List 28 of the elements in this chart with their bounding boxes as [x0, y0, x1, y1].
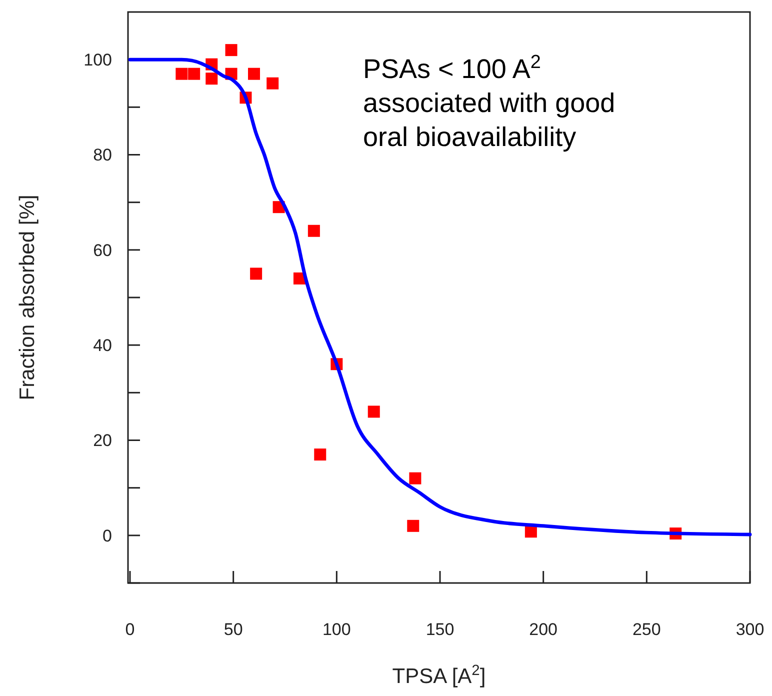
x-tick-label: 0	[125, 620, 135, 639]
y-tick-label: 20	[93, 431, 112, 450]
annotation: PSAs < 100 A$^{2}$ associated with good oral bioavailability	[363, 52, 616, 152]
y-tick-label: 0	[102, 526, 112, 546]
point	[250, 268, 262, 280]
point	[225, 44, 238, 56]
y-tick-label: 60	[93, 240, 112, 260]
x-tick-label: 50	[224, 620, 243, 639]
x-tick-label: 100	[322, 620, 351, 639]
point	[188, 68, 200, 80]
x-axis-title: TPSA [A$^{2}$]	[392, 663, 486, 688]
point	[368, 406, 380, 418]
point	[248, 68, 260, 80]
point	[407, 520, 420, 532]
point	[266, 77, 279, 90]
point	[409, 472, 422, 484]
y-tick-label: 100	[84, 50, 112, 70]
point	[314, 448, 326, 461]
x-tick-label: 150	[426, 620, 454, 639]
point	[206, 72, 218, 85]
x-tick-label: 200	[529, 620, 558, 639]
x-tick-label: 250	[632, 620, 661, 639]
point	[308, 224, 320, 237]
x-tick-label: 300	[736, 620, 764, 639]
y-tick-label: 40	[93, 336, 112, 356]
point	[176, 68, 188, 80]
y-axis-title: Fraction absorbed [%]	[16, 194, 39, 400]
y-tick-label: 80	[93, 146, 112, 165]
